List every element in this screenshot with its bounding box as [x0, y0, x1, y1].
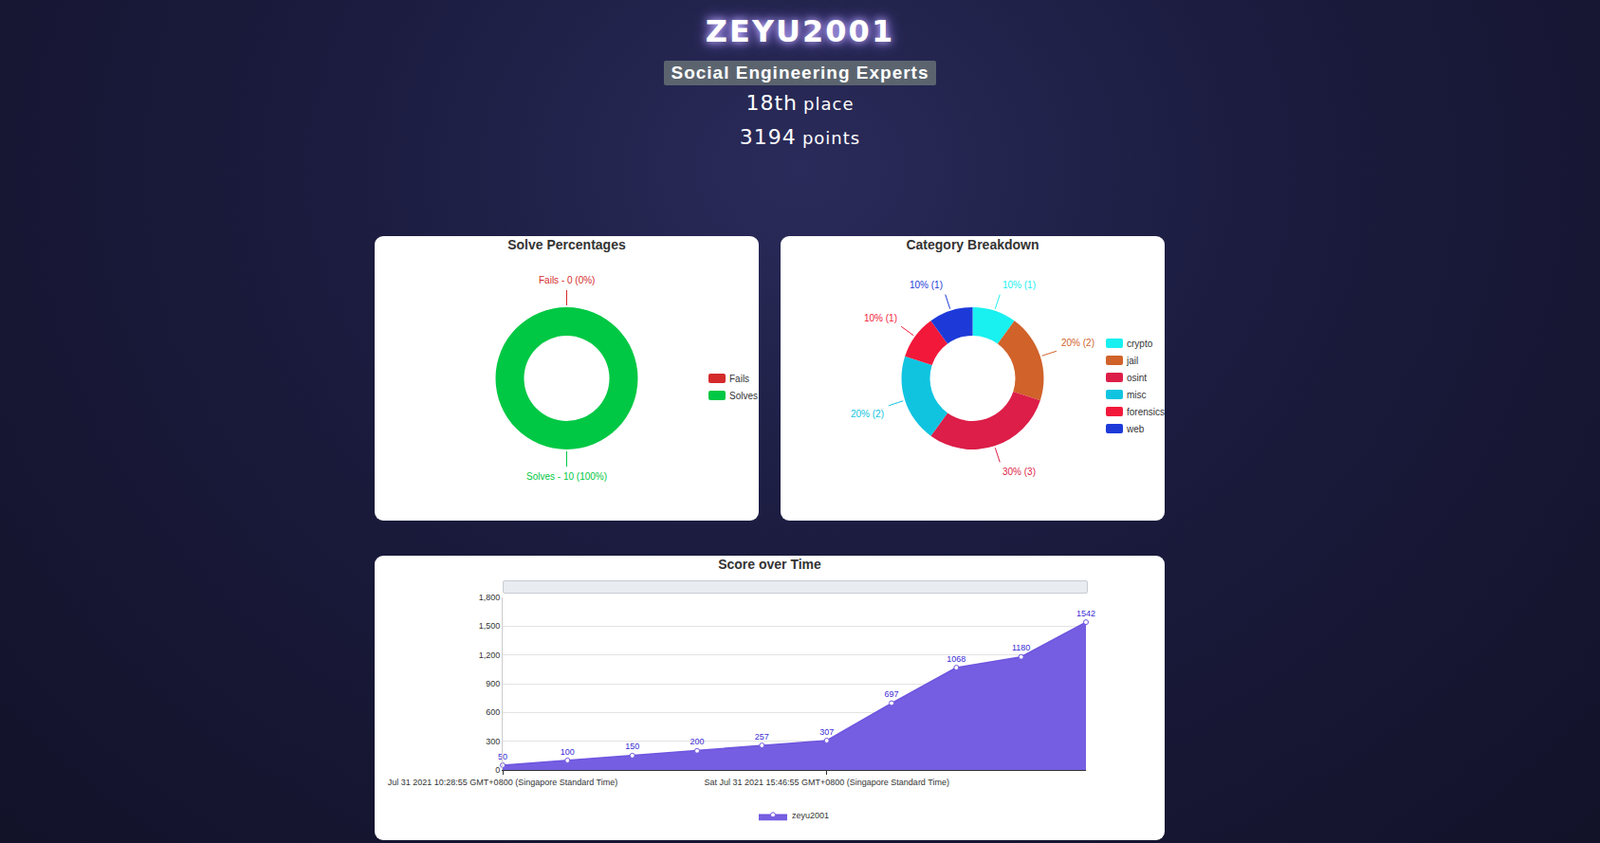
svg-text:50: 50	[497, 752, 508, 762]
html-text:crypto: crypto	[1126, 338, 1153, 349]
html-text:web: web	[1126, 423, 1145, 434]
html-text:forensics: forensics	[1126, 406, 1165, 417]
svg-text:10% (1): 10% (1)	[864, 312, 898, 324]
svg-text:20% (2): 20% (2)	[850, 408, 884, 420]
svg-text:300: 300	[485, 736, 500, 747]
html-text:Solves: Solves	[729, 390, 758, 401]
html-text:Fails: Fails	[729, 373, 750, 384]
html-text:3194 points: 3194 points	[739, 125, 861, 149]
svg-text:Category Breakdown: Category Breakdown	[905, 237, 1039, 253]
svg-text:Sat Jul 31 2021 15:46:55 GMT+0: Sat Jul 31 2021 15:46:55 GMT+0800 (Singa…	[703, 777, 949, 788]
html-text:misc: misc	[1126, 389, 1147, 400]
svg-text:20% (2): 20% (2)	[1061, 337, 1095, 349]
svg-text:697: 697	[883, 689, 899, 699]
html-text:Social Engineering Experts: Social Engineering Experts	[671, 62, 929, 83]
svg-text:1,200: 1,200	[478, 650, 501, 661]
svg-text:1,500: 1,500	[478, 621, 501, 631]
svg-text:Fails - 0 (0%): Fails - 0 (0%)	[538, 275, 595, 286]
html-text:ZEYU2001: ZEYU2001	[705, 13, 895, 50]
svg-text:30% (3): 30% (3)	[1002, 466, 1036, 478]
svg-text:Score over Time: Score over Time	[717, 556, 822, 572]
svg-text:150: 150	[625, 741, 640, 752]
svg-text:1068: 1068	[946, 654, 966, 664]
html-text:osint: osint	[1126, 372, 1147, 383]
svg-text:zeyu2001: zeyu2001	[791, 810, 829, 821]
svg-text:600: 600	[485, 707, 500, 718]
svg-text:Jul 31 2021 10:28:55 GMT+0800: Jul 31 2021 10:28:55 GMT+0800 (Singapore…	[387, 777, 618, 788]
html-text:18th place: 18th place	[745, 91, 855, 115]
svg-text:1,800: 1,800	[478, 592, 501, 603]
svg-text:Solves - 10 (100%): Solves - 10 (100%)	[526, 471, 607, 482]
svg-text:0: 0	[495, 765, 500, 775]
svg-text:Solve Percentages: Solve Percentages	[507, 237, 626, 253]
html-text:jail: jail	[1126, 355, 1139, 366]
svg-text:200: 200	[689, 736, 704, 747]
svg-text:10% (1): 10% (1)	[909, 279, 943, 291]
svg-text:257: 257	[754, 732, 770, 742]
svg-text:900: 900	[485, 679, 500, 689]
svg-text:1542: 1542	[1076, 608, 1096, 619]
svg-text:1180: 1180	[1011, 643, 1030, 653]
svg-text:307: 307	[819, 727, 834, 737]
svg-text:10% (1): 10% (1)	[1002, 279, 1036, 291]
svg-text:100: 100	[560, 747, 575, 757]
